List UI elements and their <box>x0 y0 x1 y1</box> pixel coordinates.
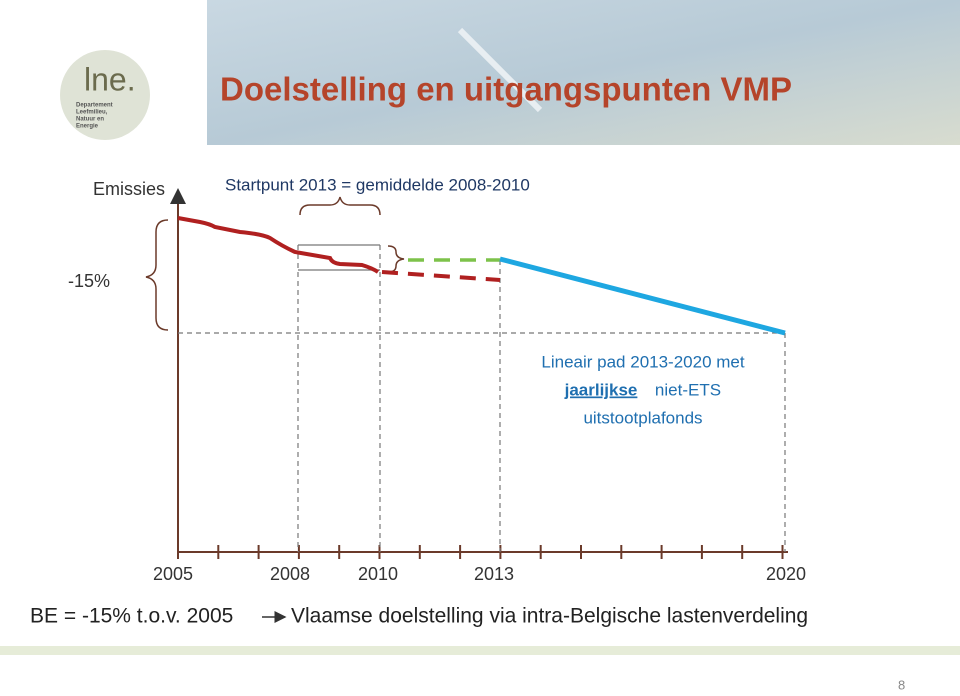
footer-right: Vlaamse doelstelling via intra-Belgische… <box>291 605 808 628</box>
target-path <box>499 256 786 336</box>
reduction-label: -15% <box>68 271 110 291</box>
turbine <box>457 27 543 113</box>
red-dashed <box>381 270 501 282</box>
logo-line: Leefmilieu, <box>76 110 108 116</box>
banner-image <box>207 0 960 145</box>
annotation: Lineair pad 2013-2020 met <box>541 352 744 371</box>
title: Doelstelling en uitgangspunten VMP <box>220 71 792 108</box>
x-label: 2010 <box>358 564 398 584</box>
guides <box>178 244 786 552</box>
braces <box>145 196 405 331</box>
x-label: 2005 <box>153 564 193 584</box>
logo-line: Energie <box>76 124 99 130</box>
annotation: uitstootplafonds <box>583 408 702 427</box>
historic-line <box>177 216 380 274</box>
footer-left: BE = -15% t.o.v. 2005 <box>30 605 233 628</box>
y-label: Emissies <box>93 179 165 199</box>
page-number: 8 <box>898 677 905 692</box>
logo <box>60 50 150 140</box>
x-ticks <box>177 545 784 559</box>
logo-line: Departement <box>76 103 113 109</box>
logo-text: lne. <box>84 61 136 97</box>
logo-line: Natuur en <box>76 117 104 123</box>
startpoint: Startpunt 2013 = gemiddelde 2008-2010 <box>225 175 530 194</box>
bottom-band <box>0 646 960 655</box>
x-label: 2008 <box>270 564 310 584</box>
x-label: 2020 <box>766 564 806 584</box>
annotation-underlined: jaarlijkse <box>564 380 638 399</box>
x-label: 2013 <box>474 564 514 584</box>
annotation: niet-ETS <box>655 380 721 399</box>
